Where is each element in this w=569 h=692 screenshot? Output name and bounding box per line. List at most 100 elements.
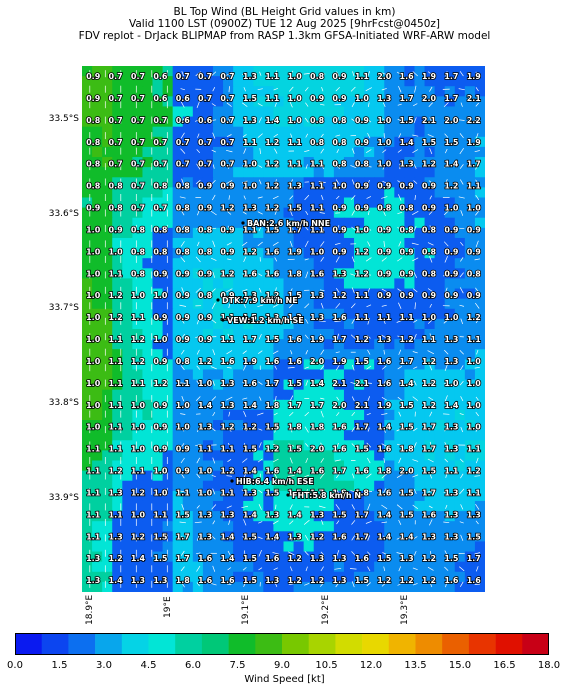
colorbar-tick: 13.5 (404, 660, 427, 671)
colorbar-tick: 10.5 (315, 660, 338, 671)
wind-field-cell (404, 217, 416, 229)
wind-field-cell (474, 217, 485, 229)
wind-field-cell (263, 511, 275, 522)
wind-field-cell (283, 157, 295, 168)
grid-value: 1.5 (332, 510, 347, 519)
grid-value: 1.2 (265, 445, 279, 454)
wind-field-cell (142, 177, 154, 188)
wind-field-cell (424, 490, 436, 502)
wind-field-cell (172, 76, 184, 87)
grid-value: 0.9 (332, 204, 347, 213)
wind-arrow (242, 350, 247, 354)
wind-field-cell (464, 248, 476, 259)
wind-field-cell (92, 329, 103, 340)
wind-arrow (475, 566, 479, 572)
wind-field-cell (102, 86, 113, 97)
wind-field-cell (273, 157, 285, 168)
wind-field-cell (202, 126, 214, 138)
wind-field-cell (333, 389, 345, 401)
grid-value: 0.8 (86, 138, 101, 147)
wind-field-cell (162, 258, 174, 269)
wind-field-cell (172, 217, 184, 229)
colorbar-swatch (15, 633, 42, 655)
wind-field-cell (273, 480, 285, 492)
wind-arrow (195, 71, 202, 77)
wind-field-cell (263, 268, 275, 280)
wind-field-cell (333, 349, 345, 360)
wind-field-cell (202, 420, 214, 431)
wind-field-cell (343, 136, 355, 148)
wind-arrow (460, 210, 464, 216)
wind-field-cell (364, 298, 375, 310)
wind-field-cell (132, 430, 144, 441)
wind-arrow (474, 258, 480, 261)
wind-arrow (413, 380, 417, 386)
wind-field-cell (414, 146, 426, 158)
wind-field-cell (364, 511, 375, 522)
wind-arrow (226, 242, 232, 246)
wind-field-cell (112, 268, 123, 280)
wind-field-cell (182, 409, 194, 421)
wind-field-cell (182, 167, 194, 178)
wind-arrow (366, 412, 371, 416)
wind-field-cell (192, 66, 204, 77)
wind-arrow (429, 581, 433, 588)
wind-field-cell (82, 237, 93, 249)
grid-value: 1.4 (131, 554, 146, 563)
wind-arrow (351, 504, 355, 510)
grid-value: 1.2 (355, 247, 369, 256)
wind-arrow (304, 334, 309, 339)
wind-field-cell (223, 551, 234, 563)
wind-field-cell (122, 460, 133, 472)
wind-arrow (367, 102, 370, 107)
grid-value: 0.9 (153, 401, 168, 410)
wind-field-cell (434, 450, 446, 462)
wind-arrow (445, 473, 448, 478)
wind-field-cell (394, 339, 405, 350)
wind-field-cell (212, 581, 224, 592)
wind-field-cell (122, 409, 133, 421)
wind-field-cell (434, 86, 446, 97)
wind-field-cell (263, 86, 275, 97)
wind-field-cell (172, 379, 184, 391)
colorbar-swatch (415, 633, 443, 655)
wind-arrow (320, 566, 324, 572)
wind-field-cell (424, 116, 436, 128)
grid-value: 0.7 (153, 160, 167, 169)
wind-field-cell (414, 430, 426, 441)
wind-arrow (211, 319, 217, 324)
wind-field-cell (434, 541, 446, 553)
wind-field-cell (102, 177, 113, 188)
wind-arrow (195, 443, 202, 447)
wind-field-cell (82, 308, 93, 320)
wind-arrow (258, 117, 262, 124)
wind-arrow (304, 87, 309, 92)
wind-field-cell (253, 349, 264, 360)
wind-arrow (289, 101, 293, 108)
wind-field-cell (212, 339, 224, 350)
grid-value: 1.5 (377, 554, 392, 563)
wind-field-cell (152, 339, 164, 350)
wind-field-cell (283, 217, 295, 229)
wind-field-cell (263, 248, 275, 259)
wind-arrow (196, 565, 201, 572)
wind-field-cell (233, 450, 244, 462)
wind-arrow (444, 287, 448, 294)
wind-arrow (397, 257, 403, 262)
wind-arrow (412, 567, 418, 571)
wind-field-cell (414, 318, 426, 330)
wind-field-cell (374, 450, 385, 462)
wind-arrow (381, 288, 387, 292)
wind-arrow (226, 180, 233, 185)
wind-field-cell (233, 207, 244, 219)
wind-field-cell (142, 278, 154, 290)
wind-field-cell (253, 460, 264, 472)
wind-field-cell (424, 177, 436, 188)
wind-field-cell (152, 237, 164, 249)
wind-field-cell (122, 227, 133, 239)
grid-value: 1.0 (198, 488, 213, 497)
grid-value: 1.3 (86, 554, 100, 563)
wind-field-cell (233, 136, 244, 148)
wind-field-cell (474, 126, 485, 138)
wind-arrow (444, 179, 448, 185)
